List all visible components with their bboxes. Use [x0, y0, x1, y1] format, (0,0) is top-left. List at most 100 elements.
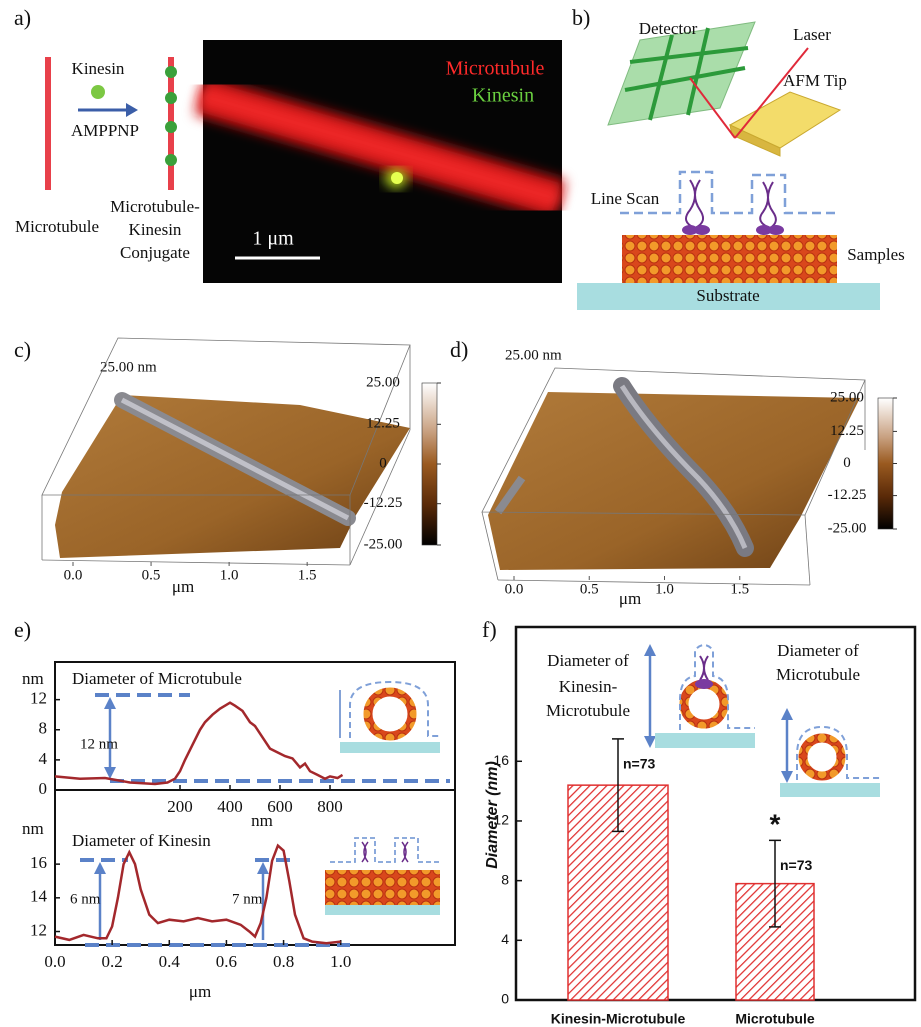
y-tick-label: 8 — [39, 719, 48, 738]
chart-title: Diameter of Kinesin — [72, 831, 211, 850]
x-axis-label: μm — [189, 982, 211, 1001]
arrow-head — [781, 771, 793, 783]
annotation: Diameter of — [547, 651, 629, 670]
substrate — [325, 905, 440, 915]
x-tick-label: 200 — [167, 797, 193, 816]
conjugate-dots-part — [165, 66, 177, 78]
kinesin-dot — [91, 85, 105, 99]
x-tick-label: 0.4 — [159, 952, 181, 971]
arrow-head — [104, 697, 116, 709]
y-tick-label: 4 — [501, 931, 509, 947]
substrate-label: Substrate — [696, 286, 759, 305]
y-tick-label: 12 — [30, 689, 47, 708]
scale-bar-label: 1 μm — [252, 228, 294, 250]
x-tick-label: 600 — [267, 797, 293, 816]
kinesin-head — [695, 679, 713, 689]
height-label: 25.00 nm — [505, 347, 562, 363]
afm-surface — [55, 395, 410, 558]
kinesin-molecule — [361, 841, 409, 863]
kinesin-head — [682, 225, 698, 235]
colorbar-label: 12.25 — [830, 423, 864, 439]
panel-label: a) — [14, 5, 31, 30]
x-tick-label: 0.0 — [64, 567, 83, 583]
scan-outline — [796, 725, 880, 780]
substrate — [780, 783, 880, 797]
secondary-ridge — [494, 475, 526, 515]
dashed-guides — [95, 693, 450, 783]
x-tick-label: 0.2 — [102, 952, 123, 971]
conjugate-label: Kinesin — [129, 220, 182, 239]
colorbar-label: 0 — [379, 455, 387, 471]
colorbar-label: 25.00 — [366, 374, 400, 390]
laser-beam — [734, 47, 809, 139]
arrow-head — [94, 862, 106, 874]
conjugate-label: Microtubule- — [110, 197, 200, 216]
annotation: 7 nm — [232, 891, 263, 907]
conjugate-dots-part — [165, 121, 177, 133]
kinesin-molecule — [699, 655, 709, 681]
x-tick-label: 1.5 — [298, 567, 317, 583]
panel-c: c) 25.00 nm μm — [14, 337, 438, 596]
line-scan-label: Line Scan — [591, 189, 660, 208]
arrow-head — [104, 767, 116, 779]
annotation: Diameter of — [777, 641, 859, 660]
sample-block — [325, 870, 440, 905]
colorbar-label: -25.00 — [364, 536, 403, 552]
microtubule-label: Microtubule — [15, 217, 99, 236]
x-tick-label: 0.6 — [216, 952, 237, 971]
x-tick-label: 0.8 — [273, 952, 294, 971]
x-tick-label: 0.0 — [505, 581, 524, 597]
detector-line — [648, 34, 674, 121]
colorbar-label: -12.25 — [364, 495, 403, 511]
annotation: 12 nm — [80, 736, 118, 752]
wireframe-part — [41, 559, 351, 566]
x-axis-label: nm — [251, 811, 273, 830]
y-axis-label: nm — [22, 819, 44, 838]
conjugate-label: Conjugate — [120, 243, 190, 262]
x-tick-label: 800 — [317, 797, 343, 816]
panel-label: b) — [572, 5, 590, 30]
x-axis-label: μm — [619, 589, 641, 608]
scan-outline — [349, 680, 440, 738]
detector-line — [624, 66, 746, 92]
wireframe-part — [497, 579, 811, 586]
kinesin-spot — [391, 172, 403, 184]
microtubule-ring — [798, 733, 846, 781]
annotation: Kinesin- — [559, 677, 618, 696]
detector-label: Detector — [639, 19, 698, 38]
colorbar-label: -25.00 — [828, 520, 867, 536]
microtubule-ridge-highlight — [619, 384, 748, 549]
tip-label: AFM Tip — [783, 71, 847, 90]
image-label: Microtubule — [446, 58, 545, 80]
kinesin-head — [756, 225, 772, 235]
laser-beam — [689, 77, 736, 139]
microtubule-ridge-highlight — [120, 397, 350, 521]
data-line — [54, 701, 344, 786]
panel-a: a) Kinesin AMPPNP Microtubule Microtubul… — [14, 5, 566, 283]
image-label: Kinesin — [472, 85, 534, 107]
y-tick-label: 12 — [30, 920, 47, 939]
y-tick-label: 16 — [493, 752, 509, 768]
wireframe — [41, 337, 411, 566]
colorbar — [421, 382, 438, 546]
colorbar-label: 12.25 — [366, 416, 400, 432]
conjugate-dots — [165, 66, 177, 166]
microtubule-ring — [679, 679, 729, 729]
scan-outline — [330, 837, 440, 863]
laser-label: Laser — [793, 25, 831, 44]
kinesin-head — [694, 225, 710, 235]
x-tick-label: 0.5 — [580, 581, 599, 597]
detector-line — [686, 27, 710, 116]
substrate — [577, 283, 880, 310]
height-label: 25.00 nm — [100, 359, 157, 375]
kinesin-molecule — [685, 179, 777, 229]
y-tick-label: 12 — [493, 812, 509, 828]
detector — [607, 21, 756, 126]
x-tick-label: 1.0 — [220, 567, 239, 583]
frame — [514, 625, 917, 1002]
microtubule-core — [197, 87, 563, 208]
y-axis-label: Diameter (nm) — [484, 761, 501, 869]
afm-surface — [488, 392, 860, 570]
sample-block — [622, 235, 837, 283]
